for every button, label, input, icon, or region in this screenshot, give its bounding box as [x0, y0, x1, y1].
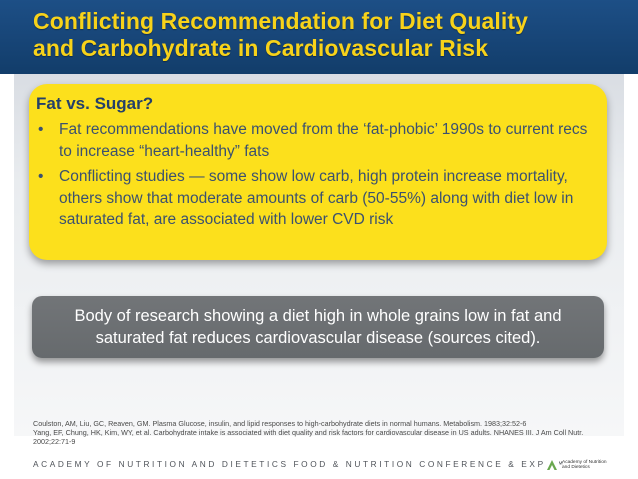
- bullet-icon: •: [38, 121, 44, 138]
- fat-vs-sugar-box: Fat vs. Sugar? • Fat recommendations hav…: [29, 84, 607, 260]
- conference-name: ACADEMY OF NUTRITION AND DIETETICS FOOD …: [33, 459, 566, 469]
- bullet-icon: •: [38, 168, 44, 185]
- research-callout: Body of research showing a diet high in …: [32, 296, 604, 358]
- slide-header: Conflicting Recommendation for Diet Qual…: [0, 0, 638, 74]
- box-heading: Fat vs. Sugar?: [36, 94, 154, 113]
- academy-logo: Academy of Nutrition and Dietetics: [545, 455, 625, 475]
- academy-logo-icon: [545, 458, 559, 472]
- logo-line1: Academy of Nutrition: [562, 459, 607, 465]
- bullet-list: • Fat recommendations have moved from th…: [36, 119, 599, 231]
- callout-text: Body of research showing a diet high in …: [74, 307, 562, 347]
- reference-item: Coulston, AM, Liu, GC, Reaven, GM. Plasm…: [33, 419, 527, 428]
- references: Coulston, AM, Liu, GC, Reaven, GM. Plasm…: [33, 419, 613, 447]
- bullet-text: Conflicting studies — some show low carb…: [59, 168, 574, 228]
- bullet-item: • Fat recommendations have moved from th…: [36, 119, 599, 162]
- bullet-text: Fat recommendations have moved from the …: [59, 121, 588, 160]
- slide-title-line1: Conflicting Recommendation for Diet Qual…: [33, 8, 528, 34]
- slide-title: Conflicting Recommendation for Diet Qual…: [33, 8, 623, 62]
- logo-line2: and Dietetics: [562, 465, 590, 470]
- reference-item: Yang, EF, Chung, HK, Kim, WY, et al. Car…: [33, 428, 584, 447]
- logo-text: Academy of Nutrition and Dietetics: [562, 460, 607, 471]
- slide-footer: ACADEMY OF NUTRITION AND DIETETICS FOOD …: [0, 448, 638, 479]
- slide-title-line2: and Carbohydrate in Cardiovascular Risk: [33, 35, 489, 61]
- bullet-item: • Conflicting studies — some show low ca…: [36, 166, 599, 231]
